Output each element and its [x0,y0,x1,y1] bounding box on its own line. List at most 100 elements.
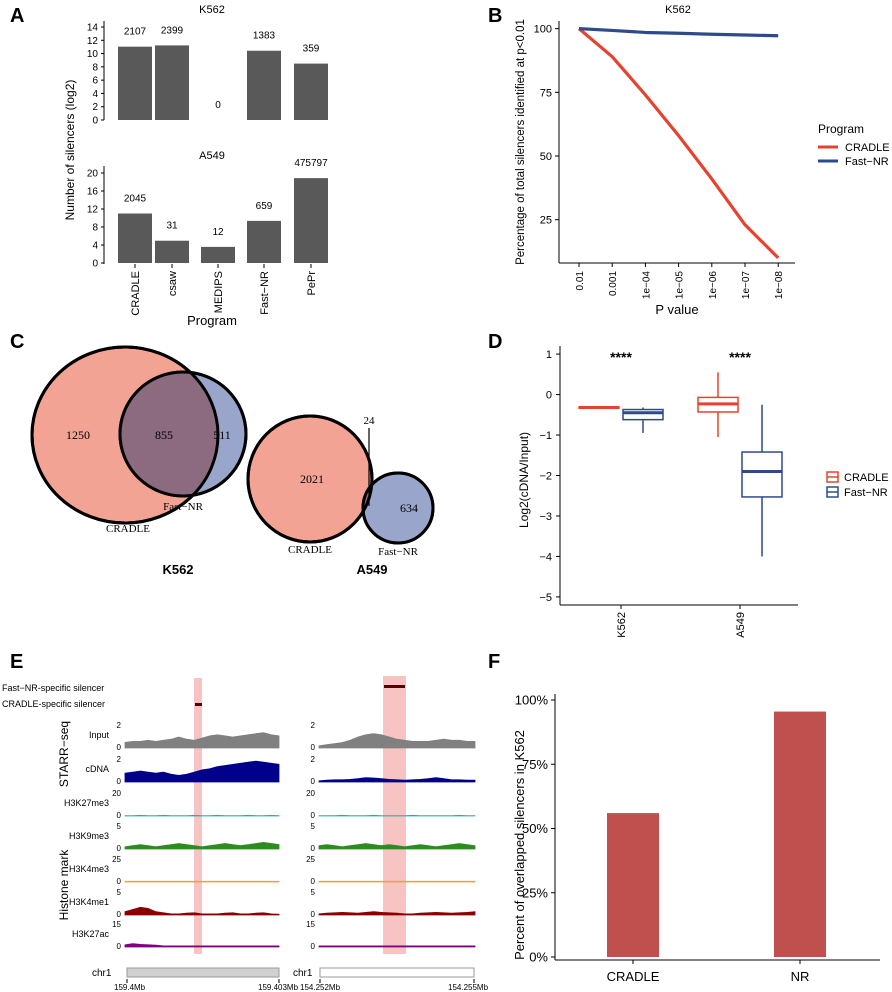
panel-b-legend-title: Program [818,122,864,136]
panel-a-top-bar [155,45,189,121]
panel-b-legend-fastnr: Fast−NR [845,156,889,168]
venn-k562-left-label: CRADLE [106,523,150,535]
panel-a-bottom-bar [118,213,152,263]
panel-a-top-y-tick-label: 12 [87,36,99,47]
panel-f-y-ticks: 0% 25% 50% 75% 100% [515,693,555,965]
panel-d-significance-a549: **** [729,349,751,365]
venn-k562-right-count: 511 [213,428,231,442]
track-cdna-right-zero: 0 [311,777,316,786]
panel-e: Fast−NR-specific silencer CRADLE-specifi… [2,676,489,992]
panel-a-x-axis-label: Program [187,313,237,328]
panel-a-bottom-bar-label: 2045 [124,194,147,205]
track-h3k4me1-right-signal [318,911,476,916]
track-h3k27me3-right-max: 20 [306,789,315,798]
panel-a-bottom-bar-label: 31 [166,221,178,232]
panel-b-series [577,27,780,260]
panel-a-x-tick-label: PePr [306,271,318,296]
track-label-cdna: cDNA [85,764,109,774]
panel-b-x-tick-label: 1e−06 [708,271,719,300]
track-h3k9me3-left-zero: 0 [117,844,122,853]
panel-d-y-tick-label: −2 [539,471,552,483]
panel-d-boxes [578,372,783,557]
panel-a-bottom-y-tick-label: 16 [87,187,99,198]
venn-k562-title: K562 [162,562,193,577]
panel-b-x-axis-label: P value [655,302,698,317]
panel-a-top-bar-label: 359 [303,44,320,55]
group-label-starr-seq: STARR−seq [57,721,71,787]
panel-d-y-tick-label: −3 [539,511,552,523]
panel-a-bottom-y-tick-label: 20 [87,169,99,180]
track-input-left-signal [124,732,280,749]
panel-b-x-tick-label: 0.01 [575,271,586,291]
track-h3k4me1-left-zero: 0 [117,910,122,919]
venn-a549-cradle-outline [246,414,374,544]
venn-a549-right-count: 634 [400,501,418,515]
label-cradle-specific-silencer: CRADLE-specific silencer [2,699,105,709]
panel-a-top-y-tick-label: 6 [92,76,98,87]
track-label-h3k4me1: H3K4me1 [69,897,109,907]
track-h3k4me1-right-max: 5 [311,888,316,897]
panel-b-x-tick-label: 1e−05 [675,271,686,300]
panel-a-top-bar-label: 1383 [253,31,276,42]
panel-b-legend-cradle: CRADLE [845,142,890,154]
panel-a-y-axis-label: Number of silencers (log2) [63,80,77,221]
panel-a-bottom-y-tick-label: 4 [92,241,98,252]
panel-a-bottom-bar-label: 12 [212,227,224,238]
venn-a549-left-count: 2021 [300,472,324,486]
coord-right-start: 154.252Mb [300,983,341,992]
panel-label-c: C [10,331,24,353]
box-a549-fastnr [741,451,783,498]
track-h3k9me3-left-signal [124,841,280,850]
panel-b-y-ticks: 25 50 75 100 [534,24,559,227]
panel-a-x-tick-label: MEDIPS [213,271,225,313]
panel-b-x-tick-label: 1e−04 [641,271,652,300]
track-h3k27ac-right-signal [318,945,476,948]
panel-f-y-tick-label: 25% [522,885,548,900]
track-h3k4me3-right-zero: 0 [311,877,316,886]
panel-b-y-axis-label: Percentage of total silencers identified… [515,19,527,265]
coord-left-end: 159.403Mb [258,983,299,992]
venn-a549-right-label: Fast−NR [378,546,418,558]
track-input-right-zero: 0 [311,743,316,752]
panel-a-bottom-y-tick-label: 8 [92,223,98,234]
cradle-silencer-mark [195,703,202,706]
fastnr-silencer-mark [384,685,405,688]
panel-a-top-bar [247,50,281,121]
chrom-label-right: chr1 [293,968,313,979]
panel-d-y-tick-label: −4 [539,551,552,563]
track-cdna-left-zero: 0 [117,777,122,786]
venn-k562-right-label: Fast−NR [163,501,203,513]
track-h3k4me3-right-max: 25 [306,855,315,864]
panel-d-y-tick-label: −5 [539,592,552,604]
venn-k562-left-count: 1250 [66,428,90,442]
panel-b-title: K562 [665,4,691,16]
panel-a-top-bar [294,63,328,120]
track-input-left-zero: 0 [117,743,122,752]
chrom-ideogram-right [319,967,475,978]
coord-left-start: 159.4Mb [114,983,146,992]
panel-a-bottom-y-ticks: 0 4 8 12 16 20 [87,169,104,270]
panel-a-bottom-bars: 2045 31 12 659 475797 [118,158,328,263]
track-h3k4me1-right-zero: 0 [311,910,316,919]
track-label-input: Input [89,730,110,740]
track-h3k27me3-left-zero: 0 [117,811,122,820]
track-h3k27me3-left-max: 20 [112,789,121,798]
panel-label-f: F [488,651,500,673]
panel-c: 1250 855 511 CRADLE Fast−NR K562 2021 24… [30,345,435,577]
panel-a-top-bar-label: 0 [215,100,221,111]
track-h3k9me3-right-zero: 0 [311,844,316,853]
track-h3k27ac-right-zero: 0 [311,942,316,951]
panel-f-y-tick-label: 100% [515,693,549,708]
label-fastnr-specific-silencer: Fast−NR-specific silencer [2,683,104,693]
track-label-h3k9me3: H3K9me3 [69,831,109,841]
panel-a-x-tick-label: CRADLE [130,271,142,316]
panel-a-bottom-bar [201,246,235,263]
track-h3k4me3-left-zero: 0 [117,877,122,886]
panel-b-x-ticks: 0.01 0.001 1e−04 1e−05 1e−06 1e−07 1e−08 [575,263,785,299]
track-h3k4me3-right-signal [318,880,476,883]
panel-a-top-y-ticks: 0 2 4 6 8 10 12 14 [87,23,104,127]
panel-a-top-bars: 2107 2399 0 1383 359 [118,25,328,121]
panel-d-y-axis-label: Log2(cDNA/Input) [517,432,531,528]
panel-a-bottom-bar [155,240,189,263]
panel-d-y-tick-label: −1 [539,430,552,442]
